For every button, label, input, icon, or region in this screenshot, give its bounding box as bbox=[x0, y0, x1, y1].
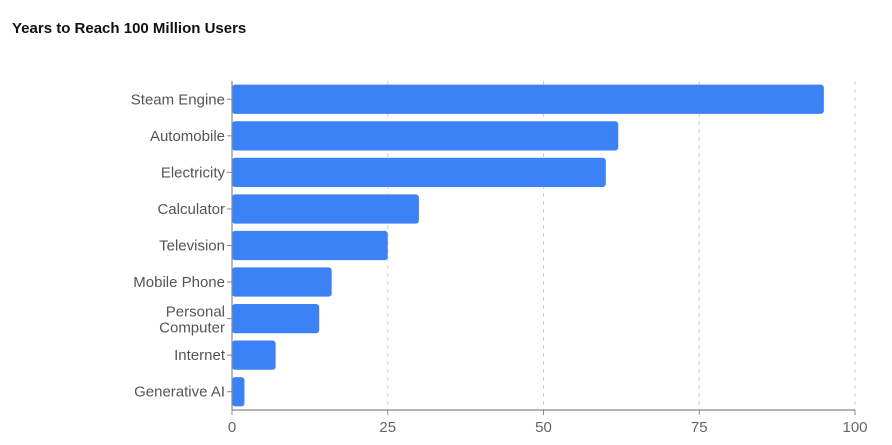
y-tick-label: Calculator bbox=[157, 201, 225, 218]
y-tick-label: Internet bbox=[174, 347, 226, 364]
bar-television[interactable] bbox=[232, 230, 388, 261]
y-tick-label: Steam Engine bbox=[131, 91, 225, 108]
y-tick-label: Automobile bbox=[150, 128, 225, 145]
x-tick-label: 50 bbox=[535, 419, 552, 436]
x-tick-label: 100 bbox=[842, 419, 867, 436]
x-tick-label: 75 bbox=[691, 419, 708, 436]
x-tick-label: 0 bbox=[228, 419, 236, 436]
y-tick-label: Mobile Phone bbox=[133, 274, 225, 291]
bar-internet[interactable] bbox=[232, 340, 276, 370]
bar-steam-engine[interactable] bbox=[232, 84, 824, 114]
y-tick-label: Electricity bbox=[161, 164, 226, 181]
y-tick-label: Personal Computer bbox=[159, 304, 225, 337]
y-tick-label: Generative AI bbox=[134, 384, 225, 401]
bar-mobile-phone[interactable] bbox=[232, 267, 332, 297]
y-tick-label: Television bbox=[159, 238, 225, 255]
bar-generative-ai[interactable] bbox=[232, 377, 245, 407]
bar-personal-computer[interactable] bbox=[232, 303, 320, 334]
chart-title: Years to Reach 100 Million Users bbox=[12, 20, 247, 37]
x-tick-label: 25 bbox=[379, 419, 396, 436]
bar-calculator[interactable] bbox=[232, 194, 419, 224]
bar-automobile[interactable] bbox=[232, 121, 619, 151]
bar-electricity[interactable] bbox=[232, 157, 606, 188]
